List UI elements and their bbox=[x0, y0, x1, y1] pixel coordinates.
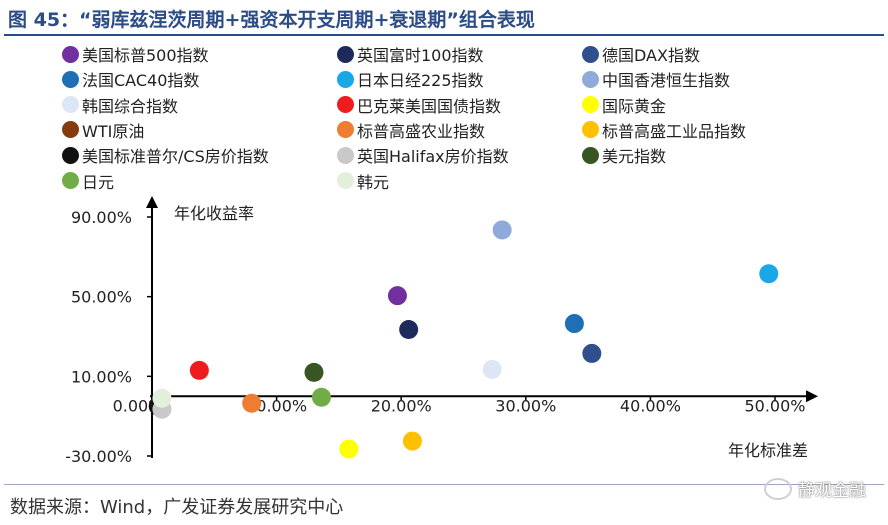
scatter-point bbox=[311, 387, 331, 407]
legend-label: 日元 bbox=[82, 172, 115, 192]
legend-swatch bbox=[582, 45, 599, 63]
legend-item: 美国标普500指数 bbox=[62, 42, 209, 66]
legend-item: 美元指数 bbox=[582, 143, 666, 167]
legend-item: 英国富时100指数 bbox=[337, 42, 484, 66]
legend-label: 美国标普500指数 bbox=[82, 46, 209, 65]
legend-swatch bbox=[337, 121, 354, 139]
legend-label: 英国富时100指数 bbox=[357, 46, 484, 65]
legend-label: 英国Halifax房价指数 bbox=[357, 147, 509, 167]
scatter-point bbox=[759, 264, 779, 284]
source-divider bbox=[4, 484, 884, 485]
scatter-point bbox=[399, 320, 419, 340]
scatter-point bbox=[242, 393, 262, 413]
scatter-point bbox=[402, 431, 422, 451]
scatter-point bbox=[387, 286, 407, 306]
legend-label: WTI原油 bbox=[82, 121, 145, 141]
legend-swatch bbox=[337, 146, 354, 164]
legend-swatch bbox=[582, 70, 599, 88]
legend-item: 德国DAX指数 bbox=[582, 42, 700, 66]
legend-swatch bbox=[337, 172, 354, 189]
legend-item: 标普高盛农业指数 bbox=[337, 118, 485, 142]
legend-swatch bbox=[62, 121, 79, 139]
legend-label: 中国香港恒生指数 bbox=[602, 71, 731, 91]
legend-swatch bbox=[62, 146, 79, 164]
wechat-icon bbox=[764, 477, 792, 500]
y-tick-label: 10.00% bbox=[71, 367, 132, 386]
y-tick-label: -30.00% bbox=[65, 447, 132, 466]
watermark-text: 静观金融 bbox=[798, 481, 866, 501]
legend-item: 美国标准普尔/CS房价指数 bbox=[62, 143, 269, 167]
legend-label: 日本日经225指数 bbox=[357, 71, 484, 91]
x-tick-label: 50.00% bbox=[744, 396, 805, 415]
legend-swatch bbox=[62, 172, 79, 189]
scatter-point bbox=[189, 360, 209, 380]
legend-swatch bbox=[337, 45, 354, 63]
x-tick-label: 10.00% bbox=[246, 396, 307, 415]
legend-item: 中国香港恒生指数 bbox=[582, 67, 730, 91]
scatter-point bbox=[564, 314, 584, 334]
title-divider bbox=[4, 34, 884, 36]
source-note: 数据来源：Wind，广发证券发展研究中心 bbox=[10, 497, 344, 518]
legend-label: 韩元 bbox=[357, 172, 390, 192]
legend-item: 国际黄金 bbox=[582, 93, 666, 117]
legend-label: 美元指数 bbox=[602, 147, 667, 167]
legend-item: 法国CAC40指数 bbox=[62, 67, 199, 91]
legend-item: 日本日经225指数 bbox=[337, 67, 484, 91]
legend-label: 标普高盛农业指数 bbox=[357, 121, 486, 141]
legend-label: 标普高盛工业品指数 bbox=[602, 121, 747, 141]
x-tick-label: 30.00% bbox=[495, 396, 556, 415]
x-axis-arrow bbox=[806, 390, 818, 403]
legend-item: 英国Halifax房价指数 bbox=[337, 143, 509, 167]
legend-label: 德国DAX指数 bbox=[602, 46, 700, 65]
legend-swatch bbox=[337, 70, 354, 88]
legend-item: 日元 bbox=[62, 169, 114, 193]
scatter-point bbox=[304, 362, 324, 382]
scatter-point bbox=[582, 343, 602, 363]
scatter-point bbox=[152, 388, 172, 408]
legend-item: 巴克莱美国国债指数 bbox=[337, 93, 501, 117]
legend-label: 法国CAC40指数 bbox=[82, 71, 200, 91]
legend-label: 国际黄金 bbox=[602, 96, 667, 116]
legend-swatch bbox=[582, 121, 599, 139]
x-tick-label: 40.00% bbox=[620, 396, 681, 415]
legend-swatch bbox=[62, 96, 79, 114]
legend-swatch bbox=[582, 96, 599, 114]
legend-item: 韩国综合指数 bbox=[62, 93, 178, 117]
y-axis-arrow bbox=[146, 196, 158, 208]
watermark: 静观金融 bbox=[764, 476, 866, 501]
legend-item: WTI原油 bbox=[62, 118, 144, 142]
legend-label: 韩国综合指数 bbox=[82, 96, 179, 116]
scatter-point bbox=[482, 359, 502, 379]
legend-swatch bbox=[62, 70, 79, 88]
x-tick-label: 20.00% bbox=[371, 396, 432, 415]
legend-item: 韩元 bbox=[337, 169, 389, 193]
scatter-point bbox=[492, 220, 512, 240]
legend-label: 巴克莱美国国债指数 bbox=[357, 96, 502, 116]
figure-title: 图 45：“弱库兹涅茨周期+强资本开支周期+衰退期”组合表现 bbox=[8, 9, 535, 31]
scatter-point bbox=[339, 439, 359, 459]
y-axis-label: 年化收益率 bbox=[174, 204, 254, 223]
legend-item: 标普高盛工业品指数 bbox=[582, 118, 746, 142]
legend-swatch bbox=[582, 146, 599, 164]
x-axis-label: 年化标准差 bbox=[728, 441, 808, 460]
legend-swatch bbox=[62, 45, 79, 63]
y-tick-label: 50.00% bbox=[71, 288, 132, 307]
legend-swatch bbox=[337, 96, 354, 114]
legend-label: 美国标准普尔/CS房价指数 bbox=[82, 147, 269, 167]
y-tick-label: 90.00% bbox=[71, 208, 132, 227]
